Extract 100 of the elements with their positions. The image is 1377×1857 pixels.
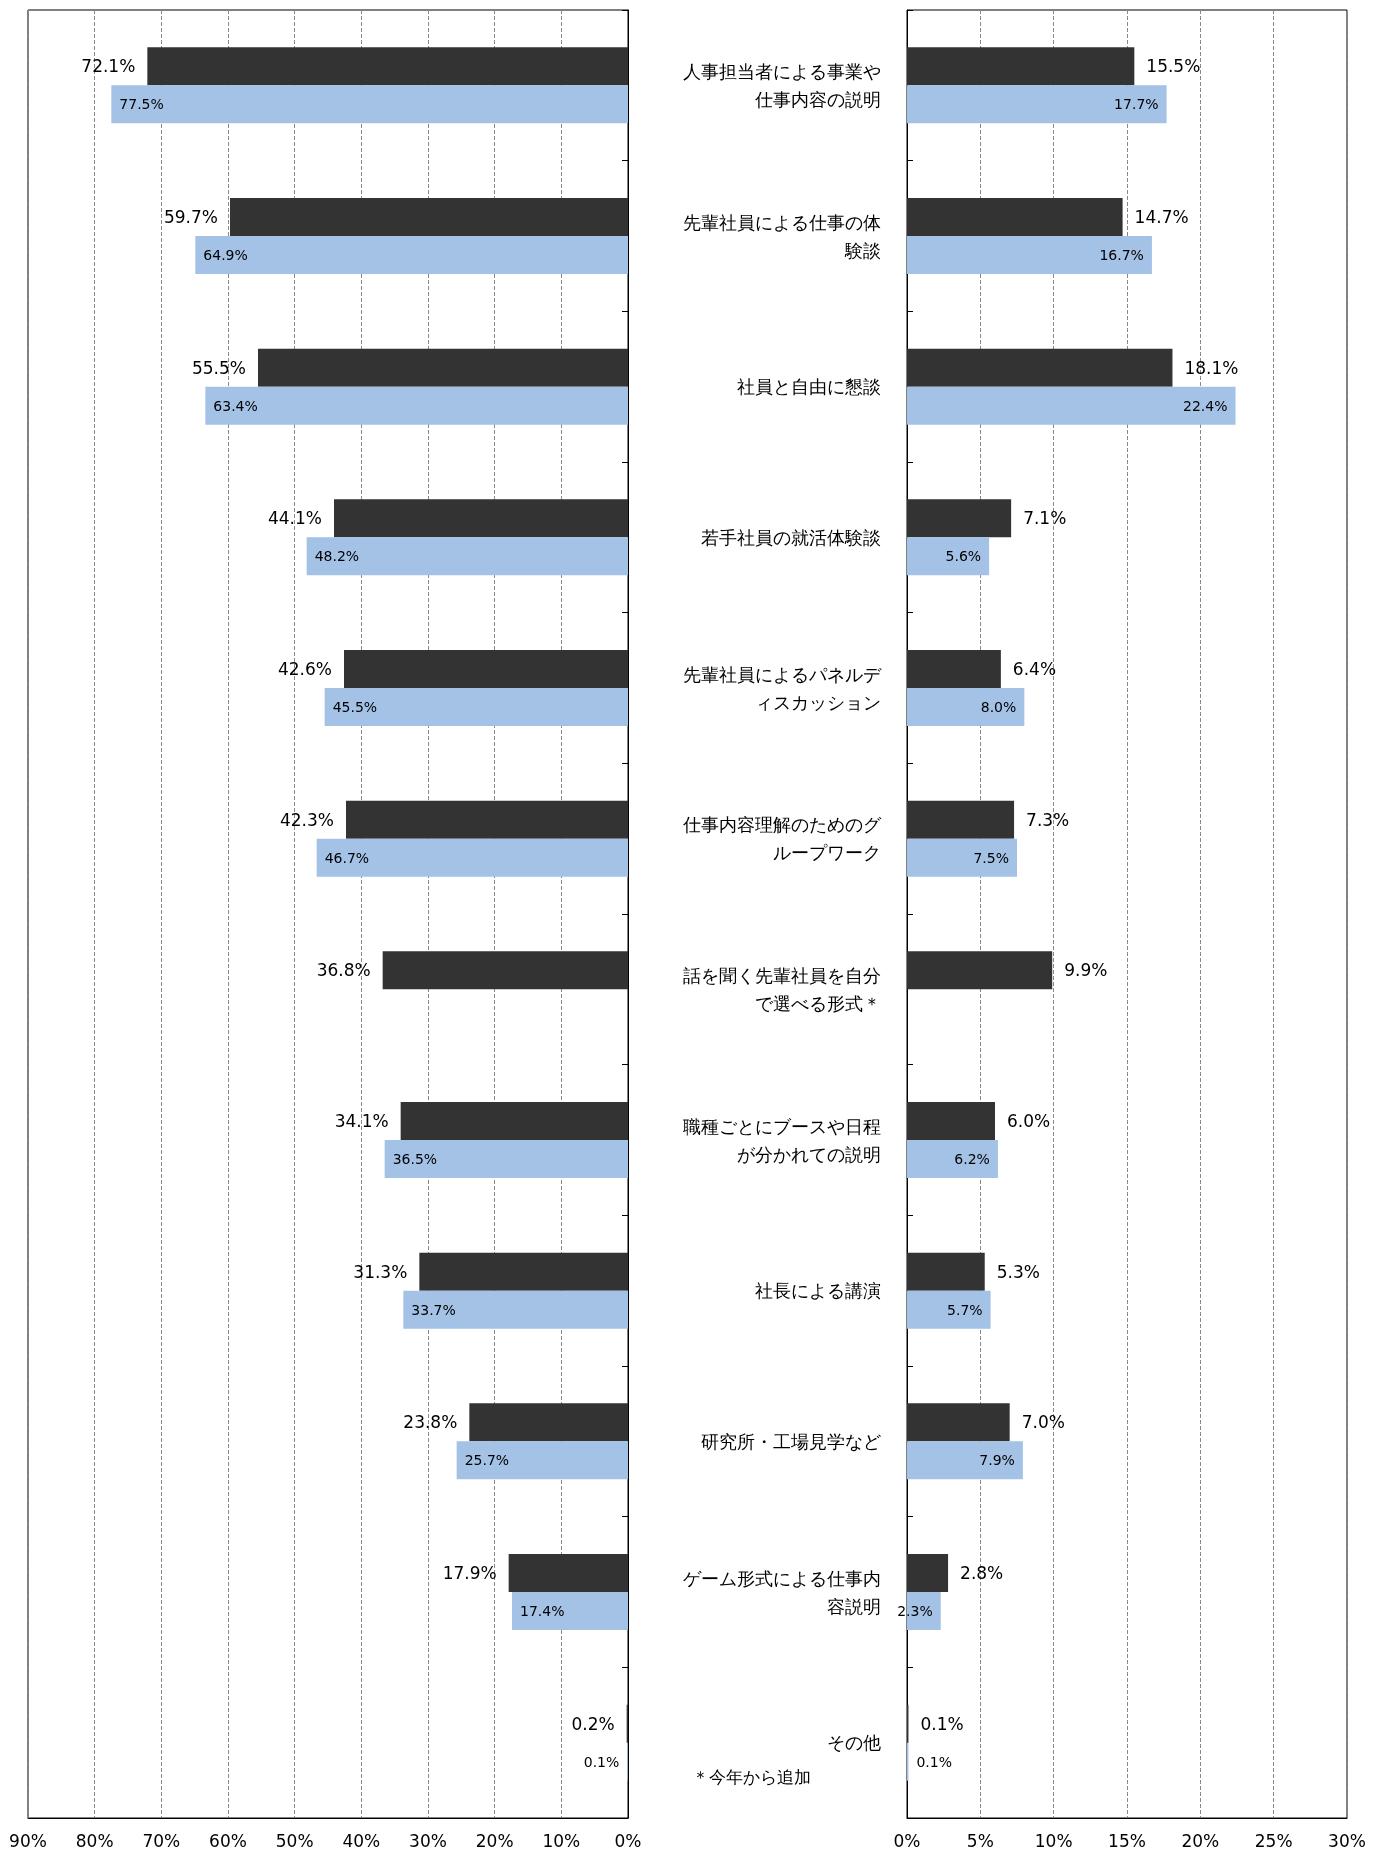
data-label: 2.3%	[897, 1603, 933, 1619]
data-label: 2.8%	[960, 1563, 1004, 1583]
data-label: 25.7%	[464, 1452, 510, 1469]
bar	[907, 85, 1167, 124]
data-label: 22.4%	[1183, 397, 1228, 414]
data-label: 63.4%	[213, 397, 258, 414]
data-label: 44.1%	[267, 508, 322, 529]
x-tick-label: 70%	[142, 1830, 181, 1851]
bar	[147, 47, 628, 86]
bar	[907, 650, 1001, 688]
x-tick-label: 0%	[893, 1830, 921, 1851]
x-tick-label: 15%	[1108, 1830, 1146, 1851]
y-tick-label: 先輩社員によるパネルディスカッション	[683, 663, 882, 713]
bar	[334, 499, 628, 538]
data-label: 6.2%	[954, 1151, 990, 1167]
x-tick-label: 40%	[342, 1830, 381, 1851]
x-tick-label: 30%	[1328, 1830, 1366, 1851]
data-label: 14.7%	[1134, 207, 1189, 227]
bar	[512, 1592, 628, 1630]
bar	[111, 85, 628, 124]
bar	[907, 800, 1015, 839]
data-label: 33.7%	[411, 1301, 456, 1318]
data-label: 7.9%	[979, 1452, 1015, 1469]
data-label: 5.7%	[947, 1301, 983, 1318]
bar	[205, 386, 628, 425]
data-label: 0.1%	[916, 1753, 953, 1770]
bar	[907, 386, 1236, 425]
data-label: 55.5%	[191, 357, 246, 378]
bar	[508, 1554, 628, 1592]
bar	[456, 1441, 628, 1480]
bar	[907, 499, 1012, 538]
x-tick-label: 90%	[9, 1830, 47, 1851]
bar	[258, 348, 628, 387]
y-tick-label: 若手社員の就活体験談	[701, 526, 881, 548]
data-label: 17.4%	[520, 1603, 565, 1619]
bar	[316, 838, 628, 877]
data-label: 17.7%	[1114, 96, 1159, 113]
y-tick-label: 社長による講演	[755, 1280, 881, 1302]
bar	[344, 650, 628, 688]
bar	[907, 198, 1123, 236]
y-tick-label: 話を聞く先輩社員を自分で選べる形式＊	[683, 964, 881, 1014]
bar	[907, 1140, 998, 1178]
y-tick-label: 職種ごとにブースや日程が分かれての説明	[683, 1115, 881, 1165]
data-label: 36.8%	[316, 960, 371, 981]
data-label: 5.6%	[945, 548, 982, 565]
data-label: 59.7%	[163, 207, 218, 227]
bar	[907, 1252, 985, 1291]
bar	[907, 348, 1173, 387]
data-label: 42.6%	[277, 659, 332, 679]
bar	[907, 1102, 995, 1140]
data-label: 9.9%	[1064, 960, 1108, 981]
data-label: 77.5%	[119, 96, 164, 113]
bar	[907, 537, 990, 576]
bar	[907, 236, 1152, 274]
y-tick-label: ゲーム形式による仕事内容説明	[683, 1567, 881, 1617]
x-tick-label: 60%	[209, 1830, 247, 1851]
x-tick-label: 80%	[75, 1830, 114, 1851]
y-tick-label: 先輩社員による仕事の体験談	[683, 211, 881, 261]
bar	[195, 236, 628, 274]
bar	[907, 688, 1025, 726]
data-label: 34.1%	[334, 1111, 389, 1131]
bar	[384, 1140, 628, 1178]
data-label: 15.5%	[1146, 56, 1201, 77]
bar	[907, 951, 1053, 990]
y-tick-label: 研究所・工場見学など	[701, 1430, 881, 1452]
data-label: 64.9%	[203, 247, 248, 263]
y-tick-label: 仕事内容理解のためのグループワーク	[682, 814, 882, 864]
bar	[907, 838, 1017, 877]
bar	[907, 1441, 1023, 1480]
data-label: 7.5%	[973, 849, 1009, 866]
data-label: 36.5%	[392, 1151, 438, 1167]
data-label: 45.5%	[332, 699, 378, 715]
x-tick-label: 20%	[1181, 1830, 1220, 1851]
data-label: 0.1%	[583, 1753, 620, 1770]
x-tick-label: 10%	[1034, 1830, 1073, 1851]
bar	[907, 1403, 1010, 1442]
data-label: 23.8%	[403, 1412, 458, 1433]
data-label: 0.2%	[571, 1713, 615, 1734]
x-tick-label: 25%	[1254, 1830, 1293, 1851]
bar	[907, 1290, 991, 1329]
x-tick-label: 5%	[966, 1830, 994, 1851]
bar	[324, 688, 628, 726]
bar	[346, 800, 628, 839]
x-tick-label: 0%	[614, 1830, 642, 1851]
y-tick-label: 人事担当者による事業や仕事内容の説明	[683, 60, 881, 110]
x-tick-label: 20%	[475, 1830, 514, 1851]
bar	[469, 1403, 628, 1442]
bar	[400, 1102, 628, 1140]
x-tick-label: 50%	[275, 1830, 314, 1851]
x-tick-label: 30%	[409, 1830, 447, 1851]
bar	[403, 1290, 628, 1329]
data-label: 8.0%	[980, 699, 1017, 715]
y-tick-label: その他	[827, 1732, 881, 1754]
y-tick-label: 社員と自由に懇談	[737, 376, 881, 398]
bar	[907, 47, 1135, 86]
data-label: 7.3%	[1026, 809, 1070, 830]
data-label: 17.9%	[442, 1563, 497, 1583]
data-label: 42.3%	[279, 809, 334, 830]
data-label: 0.1%	[920, 1713, 964, 1734]
data-label: 46.7%	[324, 849, 370, 866]
